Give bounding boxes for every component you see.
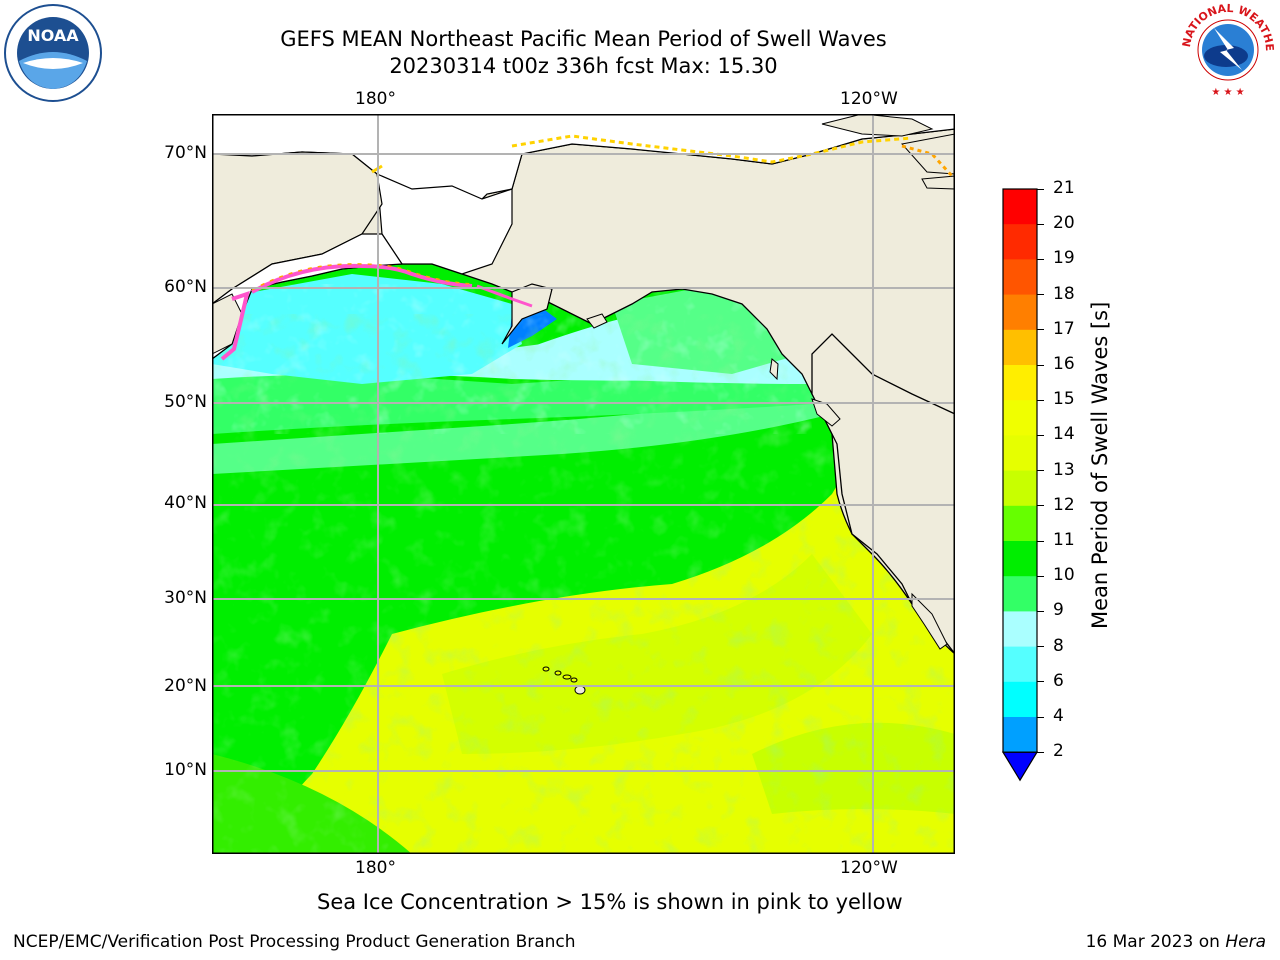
- colorbar-tick-label: 17: [1053, 318, 1075, 339]
- colorbar-tick-label: 15: [1053, 389, 1075, 410]
- colorbar-segment: [1003, 611, 1037, 648]
- colorbar-tick-mark: [1037, 470, 1044, 472]
- lat-label-30n: 30°N: [164, 588, 207, 608]
- swell-period-map: [212, 114, 955, 854]
- colorbar-tick-label: 12: [1053, 494, 1075, 515]
- colorbar-segment: [1003, 435, 1037, 472]
- sea-ice-caption: Sea Ice Concentration > 15% is shown in …: [317, 890, 903, 914]
- colorbar-tick-label: 18: [1053, 283, 1075, 304]
- colorbar-tick-label: 20: [1053, 213, 1075, 234]
- colorbar-tick-label: 4: [1053, 706, 1064, 726]
- footer-date: 16 Mar 2023 on: [1085, 932, 1226, 952]
- chart-subtitle: 20230314 t00z 336h fcst Max: 15.30: [389, 54, 778, 78]
- colorbar-tick-mark: [1037, 364, 1044, 366]
- colorbar-tick-mark: [1037, 434, 1044, 437]
- colorbar-tick-label: 8: [1053, 635, 1064, 656]
- lat-label-60n: 60°N: [164, 277, 207, 297]
- colorbar-tick-label: 2: [1053, 741, 1064, 762]
- colorbar-tick-label: 14: [1053, 424, 1075, 445]
- colorbar-segment: [1003, 646, 1037, 683]
- colorbar-segment: [1003, 224, 1037, 260]
- svg-text:NOAA: NOAA: [27, 26, 79, 45]
- colorbar-tick-label: 10: [1053, 565, 1075, 586]
- footer-left: NCEP/EMC/Verification Post Processing Pr…: [13, 932, 576, 952]
- colorbar-tick-mark: [1037, 223, 1044, 225]
- lon-label-bottom-180: 180°: [355, 858, 396, 878]
- colorbar-tick-mark: [1037, 258, 1044, 261]
- colorbar-segment: [1003, 470, 1037, 507]
- colorbar-tick-mark: [1037, 505, 1044, 507]
- colorbar-tick-mark: [1037, 610, 1044, 613]
- colorbar-segment: [1003, 717, 1037, 753]
- nws-logo: NATIONAL WEATHER SERVICE ★ ★ ★: [1172, 0, 1280, 100]
- lon-label-top-180: 180°: [355, 89, 396, 109]
- lat-label-50n: 50°N: [164, 392, 207, 412]
- footer-right: 16 Mar 2023 on Hera: [1086, 932, 1266, 952]
- colorbar-tick-mark: [1037, 540, 1044, 542]
- colorbar: [1000, 186, 1040, 786]
- noaa-logo: NOAA: [3, 3, 103, 103]
- colorbar-segment: [1003, 681, 1037, 718]
- colorbar-tick-mark: [1037, 716, 1044, 718]
- colorbar-label: Mean Period of Swell Waves [s]: [1088, 301, 1112, 629]
- colorbar-segment: [1003, 576, 1037, 612]
- lat-label-40n: 40°N: [164, 493, 207, 513]
- colorbar-segment: [1003, 259, 1037, 296]
- colorbar-tick-label: 19: [1053, 248, 1075, 269]
- lon-label-top-120w: 120°W: [840, 89, 898, 109]
- lat-label-20n: 20°N: [164, 676, 207, 696]
- colorbar-tick-label: 6: [1053, 670, 1064, 691]
- colorbar-segment: [1003, 294, 1037, 331]
- colorbar-tick-mark: [1037, 399, 1044, 401]
- colorbar-tick-mark: [1037, 646, 1044, 648]
- hawaii-islands: [542, 666, 586, 695]
- colorbar-segment: [1003, 329, 1037, 366]
- colorbar-segment: [1003, 400, 1037, 436]
- colorbar-segment: [1003, 365, 1037, 401]
- colorbar-segment: [1003, 189, 1037, 225]
- colorbar-segment: [1003, 505, 1037, 542]
- colorbar-tick-label: 9: [1053, 600, 1064, 621]
- colorbar-tick-label: 16: [1053, 354, 1075, 374]
- chart-title: GEFS MEAN Northeast Pacific Mean Period …: [280, 27, 887, 51]
- colorbar-under-triangle: [1001, 751, 1039, 782]
- svg-text:★ ★ ★: ★ ★ ★: [1211, 87, 1244, 98]
- colorbar-tick-mark: [1037, 188, 1044, 190]
- colorbar-tick-mark: [1037, 294, 1044, 296]
- colorbar-tick-mark: [1037, 329, 1044, 331]
- lon-label-bottom-120w: 120°W: [840, 858, 898, 878]
- colorbar-tick-mark: [1037, 681, 1044, 683]
- footer-host: Hera: [1225, 932, 1266, 952]
- colorbar-tick-mark: [1037, 575, 1044, 577]
- lat-label-10n: 10°N: [164, 760, 207, 780]
- colorbar-tick-label: 13: [1053, 459, 1075, 480]
- colorbar-tick-mark: [1037, 751, 1044, 753]
- colorbar-tick-label: 11: [1053, 530, 1075, 550]
- colorbar-tick-label: 21: [1053, 178, 1075, 198]
- lat-label-70n: 70°N: [164, 143, 207, 163]
- colorbar-segment: [1003, 541, 1037, 577]
